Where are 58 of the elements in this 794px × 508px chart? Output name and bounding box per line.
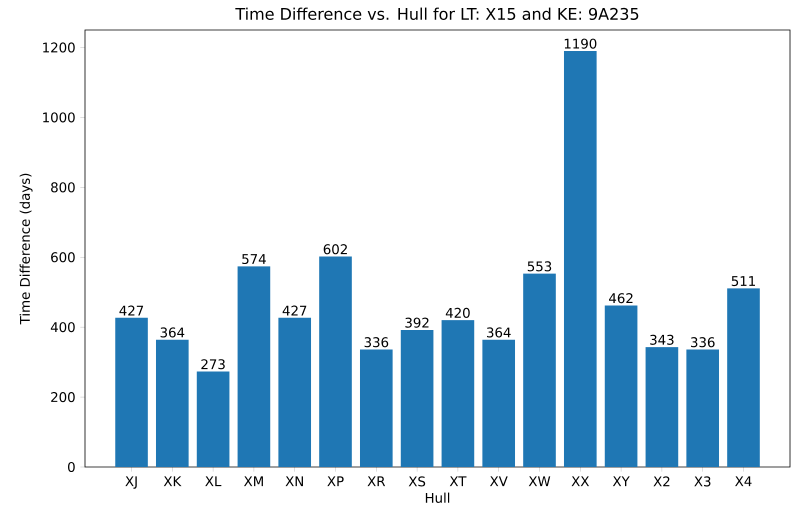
y-tick-label: 600 bbox=[51, 252, 75, 262]
x-tick-label: XK bbox=[164, 476, 182, 486]
y-tick-label: 1200 bbox=[43, 42, 75, 53]
data-label: 511 bbox=[732, 276, 755, 286]
data-label: 574 bbox=[242, 254, 266, 264]
data-label: 1190 bbox=[564, 38, 596, 49]
bar bbox=[238, 266, 270, 467]
y-axis-title: Time Difference (days) bbox=[20, 174, 33, 324]
x-tick-label: XS bbox=[408, 476, 426, 486]
data-label: 427 bbox=[119, 306, 144, 316]
x-tick-label: XW bbox=[528, 476, 550, 486]
x-tick-label: XM bbox=[244, 476, 263, 486]
bar bbox=[156, 340, 189, 467]
data-label: 336 bbox=[690, 337, 715, 348]
data-label: 273 bbox=[201, 359, 225, 370]
x-tick-label: XT bbox=[450, 476, 466, 486]
data-label: 462 bbox=[609, 293, 632, 304]
bar bbox=[564, 50, 597, 467]
y-tick-label: 0 bbox=[68, 462, 75, 472]
bar bbox=[360, 350, 393, 467]
data-label: 420 bbox=[446, 308, 470, 318]
y-tick-label: 200 bbox=[51, 392, 75, 402]
bar bbox=[727, 288, 760, 467]
bar bbox=[278, 318, 312, 467]
data-label: 364 bbox=[160, 327, 184, 338]
bar bbox=[196, 372, 230, 467]
y-tick-label: 800 bbox=[51, 182, 75, 192]
y-tick-label: 1000 bbox=[43, 112, 75, 122]
data-label: 602 bbox=[324, 244, 347, 254]
bar bbox=[482, 340, 516, 467]
bar bbox=[523, 274, 556, 467]
x-axis-title: Hull bbox=[426, 492, 450, 503]
bar bbox=[319, 256, 352, 467]
x-tick-label: X3 bbox=[694, 476, 710, 486]
x-tick-label: XX bbox=[572, 476, 590, 486]
chart-title: Time Difference vs. Hull for LT: X15 and KE: 9A235 bbox=[235, 8, 638, 20]
data-label: 392 bbox=[405, 318, 428, 328]
x-tick-label: XN bbox=[286, 476, 303, 486]
data-label: 343 bbox=[650, 334, 674, 345]
bar bbox=[442, 320, 474, 467]
data-label: 553 bbox=[528, 261, 552, 272]
x-tick-label: XR bbox=[368, 476, 386, 486]
x-tick-label: X4 bbox=[735, 476, 752, 486]
x-tick-label: XP bbox=[327, 476, 344, 486]
data-label: 336 bbox=[364, 337, 388, 348]
bar bbox=[400, 330, 434, 467]
y-tick-label: 400 bbox=[50, 322, 75, 332]
bar bbox=[686, 350, 720, 467]
data-label: 364 bbox=[487, 327, 511, 338]
x-tick-label: XJ bbox=[125, 476, 137, 489]
data-label: 427 bbox=[282, 306, 306, 316]
x-tick-label: XY bbox=[612, 476, 630, 486]
bar bbox=[646, 347, 678, 467]
x-tick-label: X2 bbox=[653, 476, 670, 486]
bar bbox=[115, 318, 148, 467]
bar bbox=[604, 305, 638, 467]
x-tick-label: XL bbox=[205, 476, 222, 486]
x-tick-label: XV bbox=[490, 476, 508, 486]
